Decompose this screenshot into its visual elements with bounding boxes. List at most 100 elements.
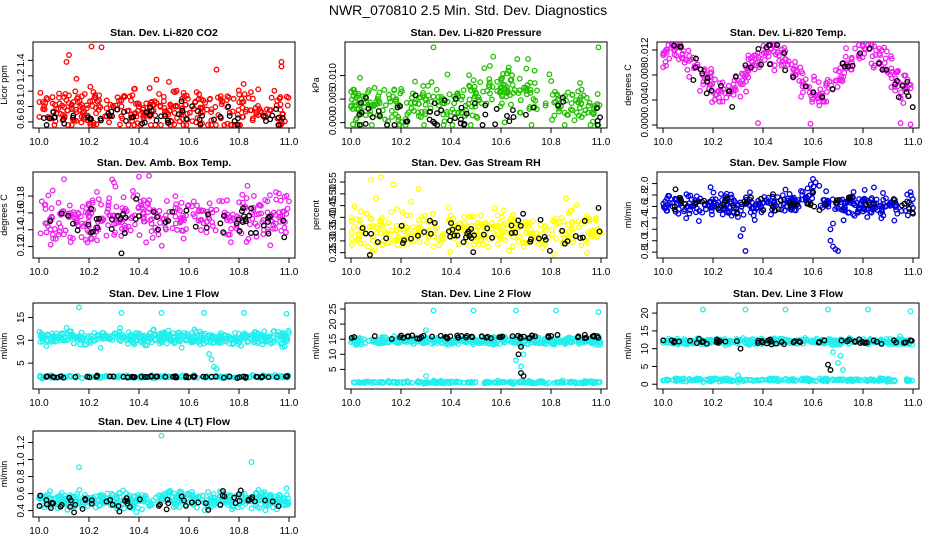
data-point (515, 217, 522, 224)
x-tick-label: 10.4 (441, 137, 461, 148)
data-point (120, 194, 127, 201)
data-point (73, 215, 80, 222)
data-point (833, 377, 840, 383)
data-point (173, 374, 180, 381)
data-point (49, 94, 56, 101)
data-point (536, 241, 543, 248)
data-point (567, 106, 574, 113)
data-point (709, 211, 715, 218)
data-point (479, 122, 486, 128)
data-point (78, 375, 85, 382)
data-point (443, 334, 450, 341)
data-point (754, 58, 761, 65)
data-point (371, 333, 378, 340)
data-point (856, 42, 862, 48)
data-point (206, 332, 213, 339)
chart-panel-3: Stan. Dev. Li-820 Temp.degrees C10.0 10.2… (623, 27, 923, 148)
y-tick-label: 1.0 (16, 452, 27, 466)
data-point (175, 111, 182, 118)
data-point (807, 120, 814, 127)
data-point (523, 91, 530, 98)
data-point (486, 76, 493, 83)
data-point (871, 200, 877, 207)
data-point (900, 100, 907, 107)
data-point (747, 209, 754, 216)
y-tick-label: 10 (328, 348, 339, 360)
data-point (93, 110, 100, 117)
y-tick-label: 0.18 (16, 186, 27, 206)
data-point (501, 119, 508, 126)
data-point (125, 329, 132, 336)
x-tick-label: 10.4 (441, 267, 461, 278)
data-point (820, 376, 827, 383)
data-point (816, 207, 823, 214)
data-point (520, 373, 527, 379)
data-point (777, 197, 784, 204)
data-point (381, 86, 388, 93)
data-point (458, 116, 464, 123)
data-point (774, 42, 780, 48)
y-tick-label: 0.008 (640, 62, 651, 87)
data-point (481, 380, 488, 387)
data-point (79, 203, 86, 210)
data-point (412, 231, 419, 238)
data-point (548, 339, 555, 346)
data-point (468, 103, 475, 110)
data-point (806, 192, 813, 199)
data-point (447, 233, 454, 240)
data-point (742, 248, 749, 254)
data-point (443, 108, 450, 115)
data-point (272, 225, 279, 232)
data-point (52, 335, 59, 342)
data-point (523, 340, 530, 347)
data-point (163, 216, 170, 223)
data-point (132, 100, 139, 107)
data-point (67, 239, 74, 246)
data-point (350, 379, 357, 386)
data-point (528, 122, 535, 128)
data-point (769, 193, 776, 200)
y-tick-label: 1.8 (640, 188, 651, 202)
data-point (157, 219, 163, 226)
data-point (51, 374, 58, 381)
data-point (157, 122, 164, 128)
data-point (521, 333, 527, 340)
data-point (431, 120, 438, 127)
data-point (84, 239, 91, 246)
series-cyan (36, 304, 292, 372)
data-point (213, 206, 220, 213)
data-point (666, 199, 673, 206)
data-point (233, 222, 240, 229)
data-point (576, 104, 583, 111)
data-point (370, 102, 377, 109)
data-point (394, 104, 401, 111)
data-point (811, 77, 818, 83)
data-point (68, 122, 75, 128)
data-point (117, 325, 124, 332)
data-point (750, 212, 757, 219)
data-point (546, 71, 553, 78)
x-tick-label: 10.0 (653, 137, 673, 148)
data-point (882, 55, 889, 62)
data-point (725, 209, 732, 216)
data-point (383, 229, 390, 236)
data-point (477, 79, 484, 86)
data-point (856, 202, 863, 209)
data-point (861, 186, 868, 193)
data-point (130, 114, 137, 120)
data-point (504, 337, 511, 344)
x-tick-label: 10.0 (653, 398, 673, 409)
data-point (59, 335, 66, 342)
data-point (568, 100, 575, 107)
data-point (502, 81, 508, 88)
data-point (149, 234, 156, 241)
data-point (517, 97, 524, 104)
data-point (497, 103, 504, 110)
data-point (470, 77, 477, 84)
data-point (790, 74, 797, 80)
data-point (234, 111, 241, 118)
data-point (70, 112, 77, 119)
data-point (269, 112, 276, 119)
data-point (518, 363, 524, 370)
data-point (591, 105, 597, 112)
